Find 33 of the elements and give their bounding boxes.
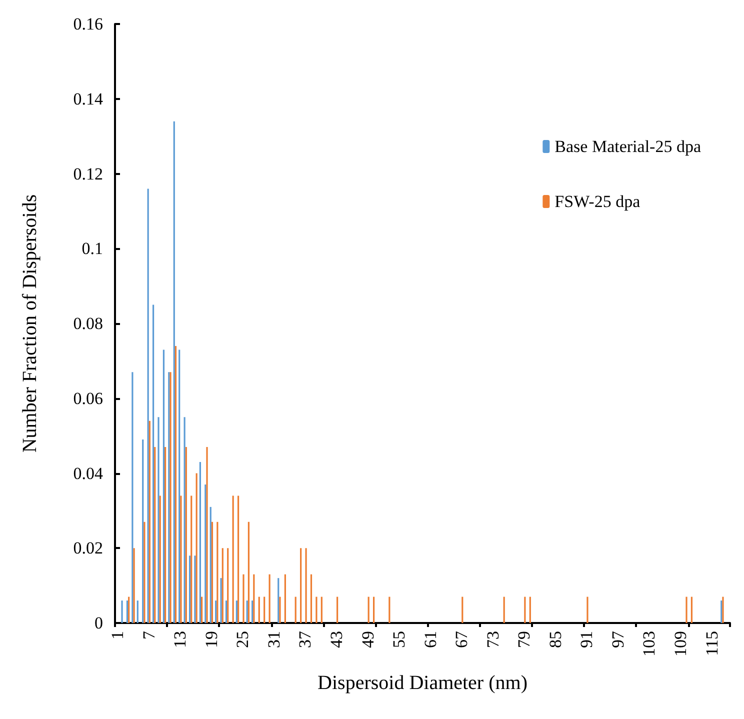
x-tick-label: 13 bbox=[170, 631, 190, 648]
y-tick-label: 0.12 bbox=[73, 164, 103, 184]
x-tick-label: 43 bbox=[327, 631, 346, 648]
legend-label: FSW-25 dpa bbox=[554, 192, 641, 211]
x-tick-label: 7 bbox=[139, 630, 158, 640]
x-tick-label: 79 bbox=[514, 631, 534, 648]
y-tick-label: 0.16 bbox=[73, 14, 103, 34]
x-tick-label: 85 bbox=[546, 631, 565, 648]
x-tick-label: 49 bbox=[358, 631, 378, 648]
x-tick-label: 97 bbox=[608, 630, 628, 648]
x-tick-label: 1 bbox=[108, 631, 128, 640]
y-tick-label: 0.14 bbox=[73, 89, 104, 108]
y-tick-label: 0 bbox=[94, 614, 103, 632]
x-tick-label: 61 bbox=[420, 631, 440, 648]
legend-label: Base Material-25 dpa bbox=[554, 137, 702, 156]
x-tick-label: 19 bbox=[202, 631, 221, 648]
x-tick-label: 109 bbox=[670, 631, 690, 656]
x-tick-label: 115 bbox=[702, 631, 722, 656]
x-tick-label: 31 bbox=[264, 631, 284, 648]
y-tick-label: 0.04 bbox=[73, 464, 104, 483]
x-tick-label: 37 bbox=[296, 630, 315, 648]
y-tick-label: 0.02 bbox=[73, 538, 103, 558]
x-axis-title: Dispersoid Diameter (nm) bbox=[318, 672, 528, 694]
x-tick-label: 25 bbox=[233, 631, 252, 648]
y-tick-label: 0.08 bbox=[73, 314, 103, 333]
x-tick-label: 67 bbox=[452, 630, 472, 648]
x-tick-label: 91 bbox=[577, 631, 596, 648]
y-tick-label: 0.06 bbox=[73, 388, 103, 408]
x-tick-label: 103 bbox=[640, 631, 659, 656]
x-tick-label: 73 bbox=[483, 631, 502, 648]
x-tick-label: 55 bbox=[390, 631, 409, 648]
y-tick-label: 0.1 bbox=[82, 239, 103, 258]
y-axis-title: Number Fraction of Dispersoids bbox=[19, 194, 41, 453]
